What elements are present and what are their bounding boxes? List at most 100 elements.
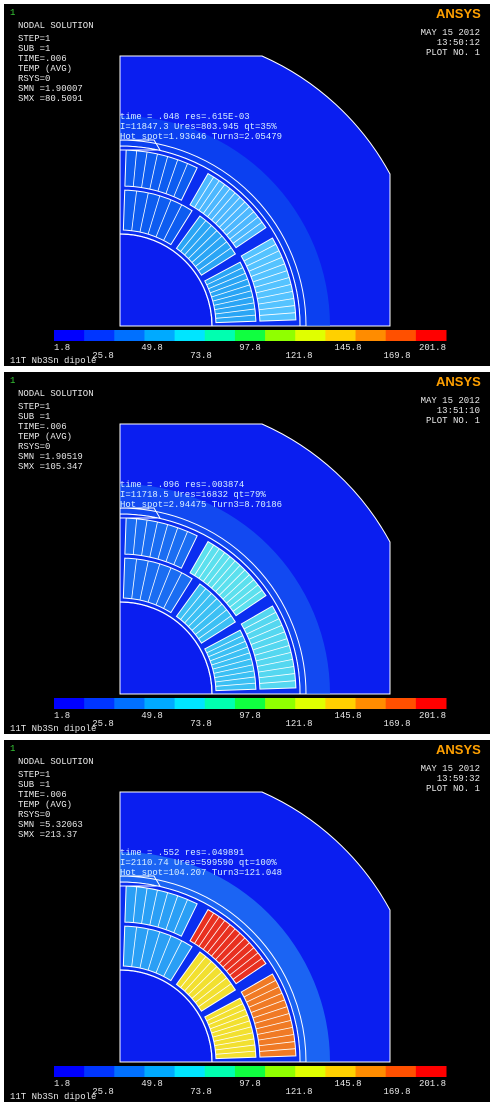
- coil-turn-line: [215, 197, 241, 224]
- coil-turn-line: [141, 520, 148, 556]
- coil-turn-line: [229, 216, 259, 240]
- coil-turn-line: [132, 150, 138, 187]
- plot-date: MAY 15 2012: [421, 764, 480, 774]
- legend-label: 201.8: [419, 711, 446, 721]
- legend-swatch: [355, 1066, 387, 1077]
- plot-number: PLOT NO. 1: [426, 48, 480, 58]
- overlay-annotation: time = .096 res=.003874 I=11718.5 Ures=1…: [120, 480, 282, 510]
- coil-block-fill: [175, 215, 237, 276]
- legend-swatch: [204, 1066, 236, 1077]
- coil-turn-line: [195, 977, 227, 1003]
- coil-turn-line: [214, 302, 255, 311]
- coil-block: [204, 261, 257, 324]
- coil-turn-line: [191, 971, 223, 999]
- coil-turn-line: [173, 163, 188, 197]
- legend-swatch: [415, 330, 447, 341]
- coil-turn-line: [147, 931, 161, 971]
- ansys-plot-panel-2: 1 NODAL SOLUTION STEP=1 SUB =1 TIME=.006…: [4, 372, 490, 734]
- coil-turn-line: [141, 152, 148, 188]
- coil-turn-line: [209, 646, 248, 662]
- magnet-cross-section: [119, 55, 391, 327]
- ansys-logo: ANSYS: [436, 742, 481, 757]
- coil-turn-line: [207, 924, 231, 953]
- svg-text:SMX =105.347: SMX =105.347: [18, 462, 83, 472]
- legend-swatch: [144, 330, 176, 341]
- coil-turn-line: [188, 598, 218, 627]
- coil-turn-line: [208, 640, 246, 658]
- coil-turn-line: [219, 201, 246, 228]
- coil-turn-line: [232, 957, 263, 980]
- coil-turn-line: [208, 1008, 246, 1026]
- coil-block: [204, 629, 257, 692]
- ansys-logo: ANSYS: [436, 374, 481, 389]
- coil-turn-line: [232, 589, 263, 612]
- coil-turn-line: [131, 558, 137, 599]
- coil-turn-line: [211, 560, 236, 589]
- svg-text:RSYS=0: RSYS=0: [18, 810, 50, 820]
- model-caption: 11T Nb3Sn dipole: [10, 1092, 96, 1102]
- coil-turn-line: [257, 1027, 293, 1035]
- coil-turn-line: [215, 565, 241, 592]
- svg-text:SMX =80.5091: SMX =80.5091: [18, 94, 83, 104]
- legend-swatch: [385, 330, 417, 341]
- coil-turn-line: [212, 1026, 252, 1038]
- color-legend: 1.8 49.8 97.8 145.8 201.8 25.8 73.8 121.8 169.8: [54, 330, 447, 361]
- coil-turn-line: [191, 235, 223, 263]
- coil-turn-line: [147, 563, 161, 603]
- window-number: 1: [10, 744, 15, 754]
- legend-label: 121.8: [285, 719, 312, 729]
- svg-text:Hot spot=2.94475 Turn3=8.70186: Hot spot=2.94475 Turn3=8.70186: [120, 500, 282, 510]
- svg-text:SUB =1: SUB =1: [18, 412, 50, 422]
- magnet-cross-section: [119, 791, 391, 1063]
- legend-label: 97.8: [239, 1079, 261, 1089]
- svg-text:time = .048 res=.615E-03: time = .048 res=.615E-03: [120, 112, 250, 122]
- coil-block-fill: [124, 149, 198, 201]
- coil-turn-line: [211, 284, 250, 298]
- coil-turn-line: [259, 305, 295, 311]
- coil-turn-line: [250, 999, 285, 1013]
- svg-text:I=11718.5 Ures=16832 qt=79%: I=11718.5 Ures=16832 qt=79%: [120, 490, 266, 500]
- legend-label: 25.8: [92, 1087, 114, 1097]
- coil-turn-line: [195, 609, 227, 635]
- svg-text:time = .552 res=.049891: time = .552 res=.049891: [120, 848, 244, 858]
- coil-turn-line: [155, 199, 172, 238]
- svg-text:STEP=1: STEP=1: [18, 770, 50, 780]
- ansys-plot-panel-3: 1 NODAL SOLUTION STEP=1 SUB =1 TIME=.006…: [4, 740, 490, 1102]
- coil-turn-line: [155, 567, 172, 606]
- coil-turn-line: [139, 560, 149, 601]
- coil-turn-line: [248, 992, 283, 1008]
- bore-outline: [119, 233, 213, 327]
- coil-block: [175, 951, 237, 1012]
- legend-label: 145.8: [334, 711, 361, 721]
- coil-turn-line: [213, 664, 253, 674]
- legend-swatch: [325, 698, 357, 709]
- coil-turn-line: [208, 272, 246, 290]
- plot-canvas: 1 NODAL SOLUTION STEP=1 SUB =1 TIME=.006…: [10, 6, 481, 366]
- coil-block: [122, 189, 193, 246]
- coil-turn-line: [215, 1050, 256, 1055]
- solution-title: NODAL SOLUTION: [18, 21, 94, 31]
- coil-block-fill: [204, 629, 257, 692]
- coil-block: [189, 540, 267, 617]
- legend-swatch: [174, 330, 206, 341]
- coil-turn-line: [157, 156, 169, 192]
- coil-turn-line: [219, 569, 246, 596]
- svg-text:TIME=.006: TIME=.006: [18, 790, 67, 800]
- coil-turn-line: [202, 920, 226, 950]
- coil-turn-line: [255, 652, 292, 662]
- svg-text:STEP=1: STEP=1: [18, 34, 50, 44]
- coil-turn-line: [250, 263, 285, 277]
- coil-turn-line: [211, 928, 236, 957]
- legend-swatch: [295, 698, 326, 709]
- coil-turn-line: [206, 1003, 244, 1022]
- coil-turn-line: [198, 548, 220, 579]
- legend-swatch: [54, 1066, 85, 1077]
- coil-turn-line: [180, 956, 207, 988]
- coil-turn-line: [254, 1013, 290, 1024]
- coil-turn-line: [211, 192, 236, 221]
- coil-block-fill: [175, 951, 237, 1012]
- coil-block: [124, 517, 198, 569]
- coil-turn-line: [202, 184, 226, 214]
- legend-label: 1.8: [54, 1079, 70, 1089]
- coil-block: [189, 172, 267, 249]
